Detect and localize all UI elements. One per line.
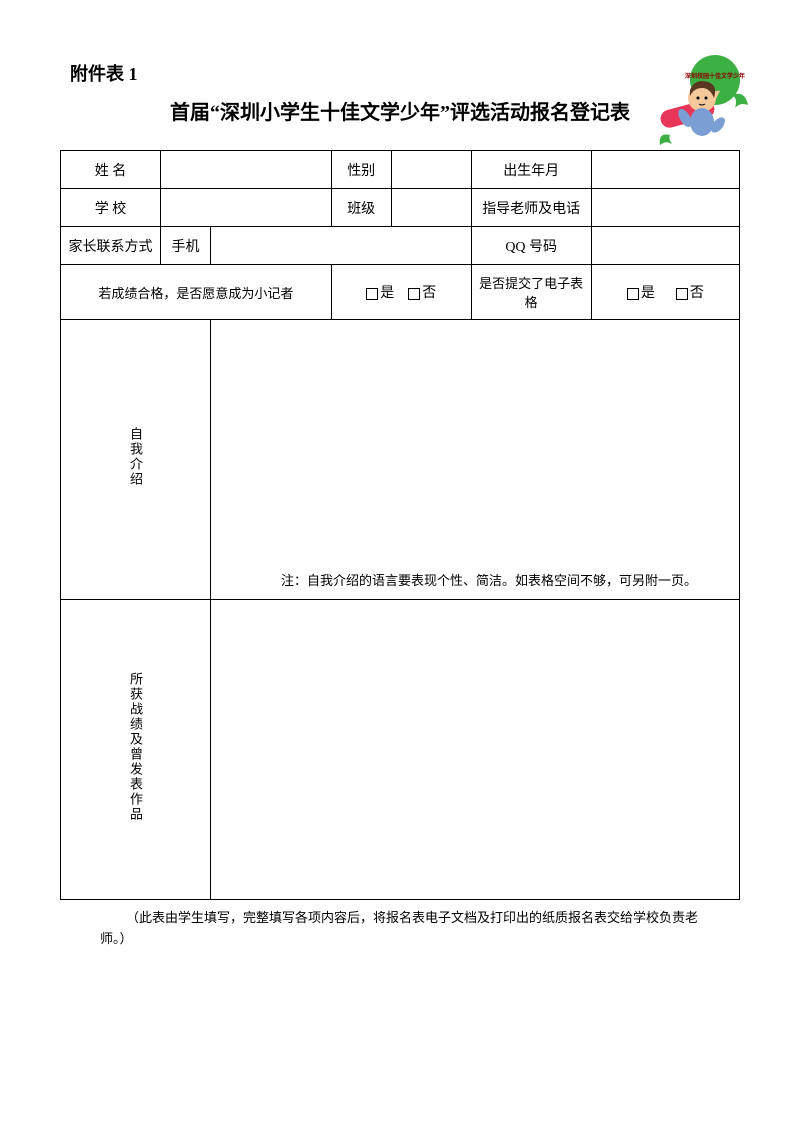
school-input[interactable] <box>161 189 332 227</box>
qq-input[interactable] <box>591 227 739 265</box>
table-row: 家长联系方式 手机 QQ 号码 <box>61 227 740 265</box>
gender-label: 性别 <box>331 151 391 189</box>
no-label: 否 <box>422 286 436 301</box>
yes-label: 是 <box>380 286 394 301</box>
intro-note: 注：自我介绍的语言要表现个性、简洁。如表格空间不够，可另附一页。 <box>221 570 729 589</box>
checkbox-icon[interactable] <box>676 288 688 300</box>
table-row: 姓 名 性别 出生年月 <box>61 151 740 189</box>
table-row: 若成绩合格，是否愿意成为小记者 是 否 是否提交了电子表格 是 否 <box>61 265 740 320</box>
gender-input[interactable] <box>391 151 471 189</box>
table-row: 学 校 班级 指导老师及电话 <box>61 189 740 227</box>
parent-contact-label: 家长联系方式 <box>61 227 161 265</box>
reporter-question-label: 若成绩合格，是否愿意成为小记者 <box>61 265 332 320</box>
reporter-options[interactable]: 是 否 <box>331 265 471 320</box>
yes-label: 是 <box>641 286 655 301</box>
table-row: 自我介绍 注：自我介绍的语言要表现个性、简洁。如表格空间不够，可另附一页。 <box>61 320 740 600</box>
class-label: 班级 <box>331 189 391 227</box>
school-label: 学 校 <box>61 189 161 227</box>
svg-text:深圳校园十佳文学少年: 深圳校园十佳文学少年 <box>685 72 745 80</box>
teacher-phone-input[interactable] <box>591 189 739 227</box>
checkbox-icon[interactable] <box>366 288 378 300</box>
class-input[interactable] <box>391 189 471 227</box>
checkbox-icon[interactable] <box>408 288 420 300</box>
achievements-label-cell: 所获战绩及曾发表作品 <box>61 600 211 900</box>
table-row: 所获战绩及曾发表作品 <box>61 600 740 900</box>
footer-note: （此表由学生填写，完整填写各项内容后，将报名表电子文档及打印出的纸质报名表交给学… <box>60 908 740 950</box>
mobile-label: 手机 <box>161 227 211 265</box>
name-label: 姓 名 <box>61 151 161 189</box>
mobile-input[interactable] <box>211 227 472 265</box>
achievements-input[interactable] <box>211 600 740 900</box>
cartoon-logo: 深圳校园十佳文学少年 <box>640 50 760 170</box>
qq-label: QQ 号码 <box>471 227 591 265</box>
checkbox-icon[interactable] <box>627 288 639 300</box>
teacher-phone-label: 指导老师及电话 <box>471 189 591 227</box>
self-intro-label: 自我介绍 <box>126 427 145 487</box>
page-title: 首届“深圳小学生十佳文学少年”评选活动报名登记表 <box>60 96 740 125</box>
self-intro-label-cell: 自我介绍 <box>61 320 211 600</box>
birth-label: 出生年月 <box>471 151 591 189</box>
eform-options[interactable]: 是 否 <box>591 265 739 320</box>
name-input[interactable] <box>161 151 332 189</box>
achievements-label: 所获战绩及曾发表作品 <box>126 672 145 822</box>
no-label: 否 <box>690 286 704 301</box>
self-intro-input[interactable]: 注：自我介绍的语言要表现个性、简洁。如表格空间不够，可另附一页。 <box>211 320 740 600</box>
registration-form-table: 姓 名 性别 出生年月 学 校 班级 指导老师及电话 家长联系方式 手机 QQ … <box>60 150 740 900</box>
eform-question-label: 是否提交了电子表格 <box>471 265 591 320</box>
